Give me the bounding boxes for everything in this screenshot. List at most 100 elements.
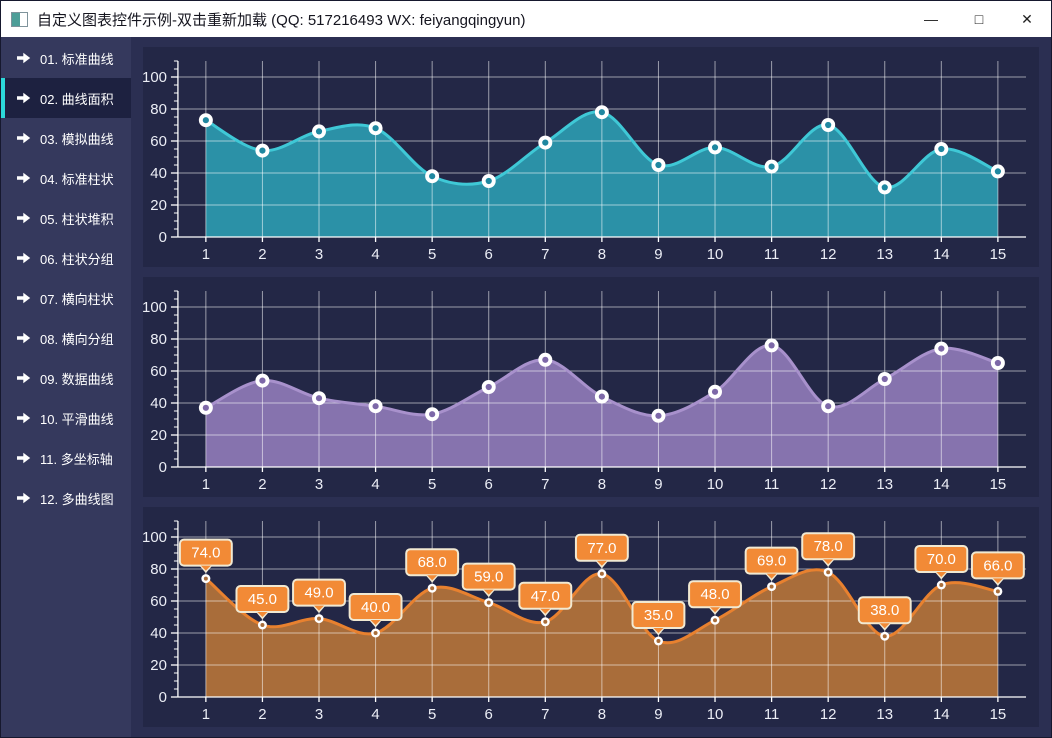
app-icon: [11, 11, 28, 27]
chart-panel-3[interactable]: 0 20 40 60 80 100 1 2 3 4 5 6 7 8 9 10 11 12 13 14 15 74.0 45.…: [143, 507, 1039, 727]
y-tick-label: 80: [150, 101, 167, 118]
sidebar-item-05[interactable]: 05. 柱状堆积: [1, 198, 131, 238]
data-point-center: [768, 342, 775, 349]
value-label-box: [574, 533, 629, 562]
value-label-notch-fill: [257, 612, 268, 617]
chart-panel-1[interactable]: 0 20 40 60 80 100 1 2 3 4 5 6 7 8 9 10 11 12 13 14 15: [143, 47, 1039, 267]
x-tick-label: 7: [541, 246, 549, 263]
y-tick-label: 100: [143, 299, 167, 316]
value-label-text: 68.0: [418, 554, 447, 571]
data-point-center: [769, 584, 774, 589]
data-point-center: [599, 571, 604, 576]
sidebar-item-02[interactable]: 02. 曲线面积: [1, 78, 131, 118]
value-label-box: [292, 578, 346, 607]
value-label-notch-fill: [710, 607, 721, 613]
data-point-center: [372, 403, 379, 410]
sidebar-item-07[interactable]: 07. 横向柱状: [1, 278, 131, 318]
value-label-box: [461, 562, 516, 591]
x-tick-label: 9: [654, 706, 662, 723]
x-tick-label: 2: [258, 706, 266, 723]
x-tick-label: 4: [371, 706, 379, 723]
sidebar-item-label: 04. 标准柱状: [40, 171, 114, 187]
x-tick-label: 14: [933, 706, 950, 723]
y-tick-label: 60: [150, 593, 167, 610]
value-label-text: 48.0: [700, 586, 729, 603]
series-line: [204, 110, 1000, 189]
data-point-center: [655, 161, 662, 169]
x-tick-label: 12: [820, 476, 837, 493]
arrow-right-icon: [17, 172, 31, 184]
x-tick-label: 1: [202, 706, 210, 723]
x-tick-label: 13: [876, 706, 893, 723]
sidebar-item-01[interactable]: 01. 标准曲线: [1, 38, 131, 78]
y-tick-label: 0: [159, 229, 167, 246]
data-point-center: [598, 109, 605, 116]
chart-panel-2[interactable]: 0 20 40 60 80 100 1 2 3 4 5 6 7 8 9 10 11 12 13 14 15: [143, 277, 1039, 497]
x-tick-label: 8: [598, 706, 606, 723]
x-tick-label: 14: [933, 476, 950, 493]
value-label-text: 70.0: [927, 551, 956, 568]
data-point-center: [882, 634, 887, 639]
data-point-center: [202, 117, 209, 124]
value-label-notch-fill: [370, 620, 381, 625]
title-bar[interactable]: 自定义图表控件示例-双击重新加载 (QQ: 517216493 WX: feiy…: [1, 1, 1051, 37]
x-tick-label: 10: [707, 706, 724, 723]
value-label-notch-fill: [200, 565, 211, 571]
x-tick-label: 15: [990, 246, 1007, 263]
x-tick-label: 12: [820, 706, 837, 723]
data-point-center: [881, 375, 888, 383]
value-label-notch-fill: [483, 589, 494, 595]
x-tick-label: 3: [315, 706, 323, 723]
data-point-center: [711, 144, 719, 151]
minimize-button[interactable]: —: [924, 11, 938, 27]
data-point-center: [315, 128, 323, 135]
data-point-center: [542, 139, 549, 146]
sidebar-item-08[interactable]: 08. 横向分组: [1, 318, 131, 358]
value-label-notch-fill: [992, 578, 1003, 584]
value-label-notch-fill: [766, 573, 777, 579]
x-tick-label: 11: [764, 706, 780, 723]
close-button[interactable]: ✕: [1021, 10, 1033, 27]
data-point-center: [826, 570, 831, 575]
app-body: 01. 标准曲线 02. 曲线面积 03. 模拟曲线 04. 标准柱状 05. 柱状堆积…: [1, 37, 1051, 737]
data-point-center: [202, 404, 209, 411]
arrow-right-icon: [17, 292, 31, 304]
sidebar-item-09[interactable]: 09. 数据曲线: [1, 358, 131, 398]
x-tick-label: 7: [541, 476, 549, 493]
sidebar-item-11[interactable]: 11. 多坐标轴: [1, 438, 131, 478]
x-tick-label: 15: [990, 706, 1007, 723]
data-point-center: [260, 623, 265, 627]
value-label-notch-fill: [879, 623, 890, 629]
data-point-center: [203, 576, 208, 581]
sidebar-item-12[interactable]: 12. 多曲线图: [1, 478, 131, 518]
data-point-center: [542, 356, 549, 363]
data-point-center: [317, 616, 322, 621]
data-point-center: [713, 618, 718, 623]
sidebar-item-10[interactable]: 10. 平滑曲线: [1, 398, 131, 438]
y-tick-label: 60: [150, 363, 167, 380]
x-tick-label: 5: [428, 476, 436, 493]
x-tick-label: 15: [990, 476, 1007, 493]
x-tick-label: 8: [598, 476, 606, 493]
sidebar-item-label: 09. 数据曲线: [40, 371, 114, 387]
sidebar-item-06[interactable]: 06. 柱状分组: [1, 238, 131, 278]
chart-area: 0 20 40 60 80 100 1 2 3 4 5 6 7 8 9 10 11 12 13 14 15 0 20 40 60…: [131, 37, 1051, 737]
arrow-right-icon: [17, 132, 31, 144]
data-point-center: [938, 345, 945, 352]
sidebar-item-04[interactable]: 04. 标准柱状: [1, 158, 131, 198]
data-point-center: [430, 586, 435, 591]
data-point-center: [768, 163, 775, 170]
data-point-center: [315, 395, 323, 402]
x-tick-label: 3: [315, 476, 323, 493]
sidebar-item-label: 05. 柱状堆积: [40, 211, 114, 227]
x-tick-label: 4: [371, 246, 379, 263]
maximize-button[interactable]: □: [974, 11, 984, 27]
sidebar-item-03[interactable]: 03. 模拟曲线: [1, 118, 131, 158]
x-tick-label: 13: [876, 246, 893, 263]
value-label-notch-fill: [596, 560, 607, 566]
value-label-box: [744, 546, 799, 575]
sidebar: 01. 标准曲线 02. 曲线面积 03. 模拟曲线 04. 标准柱状 05. 柱状堆积…: [1, 37, 131, 737]
